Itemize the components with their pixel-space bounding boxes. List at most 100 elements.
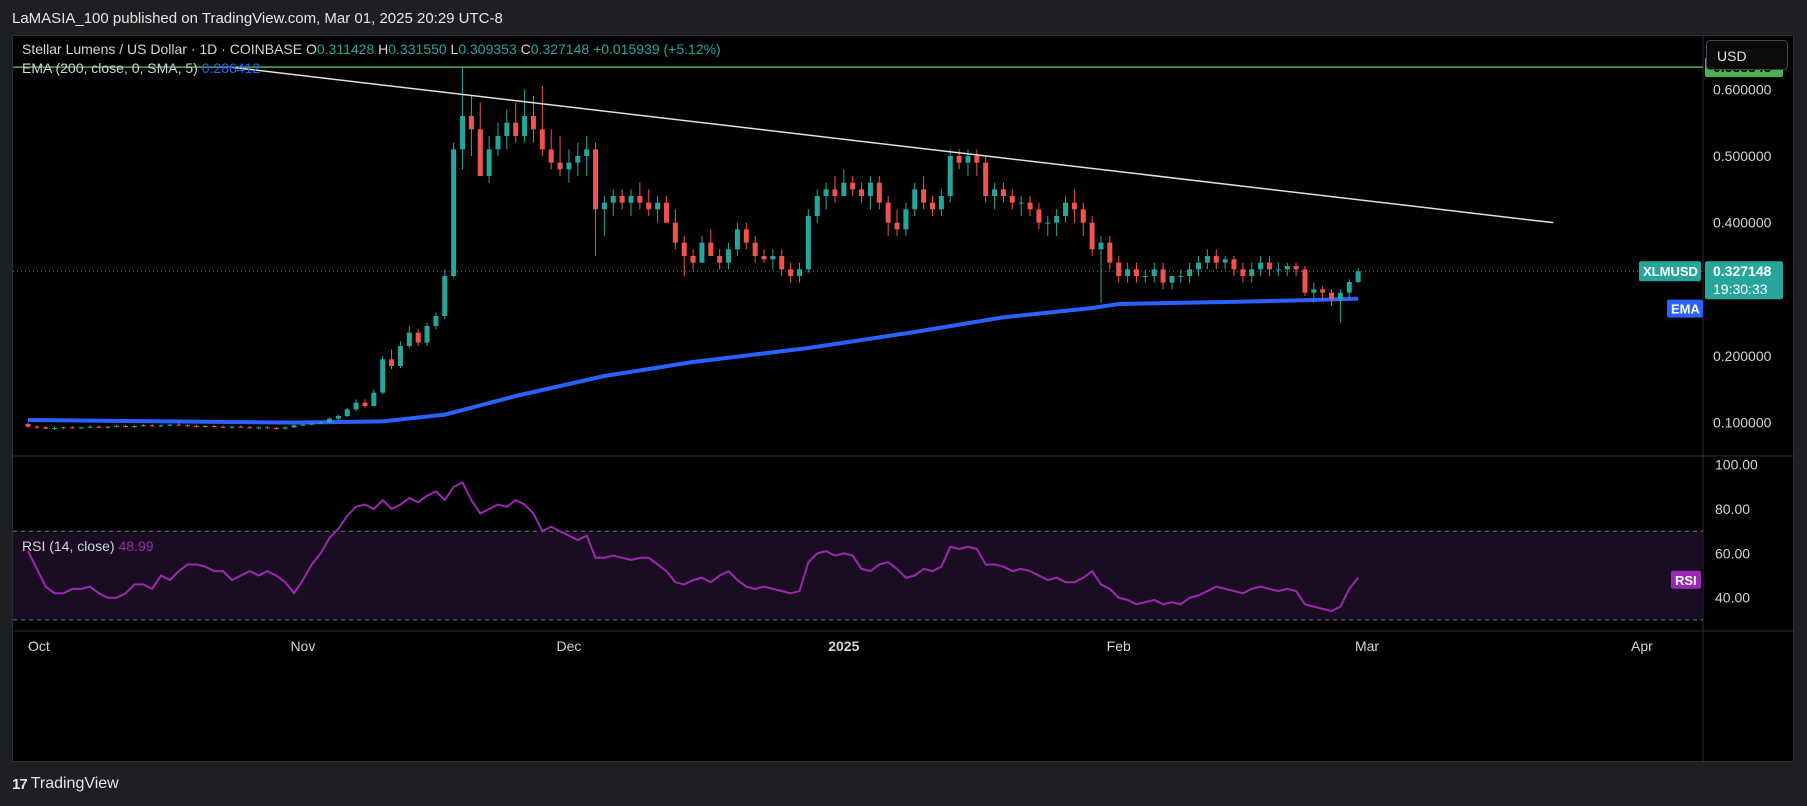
candle-body: [956, 156, 962, 163]
tradingview-logo-icon: 17: [12, 775, 28, 793]
candle-body: [566, 162, 572, 170]
low-label: L: [450, 41, 459, 57]
candle-body: [646, 202, 652, 210]
rsi-legend-label: RSI (14, close): [22, 538, 115, 554]
symbol-title[interactable]: Stellar Lumens / US Dollar · 1D · COINBA…: [22, 41, 303, 57]
price-tick-label: 0.600000: [1713, 81, 1772, 97]
candle-body: [424, 326, 430, 343]
candle-body: [43, 427, 49, 429]
candle-body: [1240, 269, 1246, 276]
rsi-tick-label: 40.00: [1715, 590, 1750, 606]
candle-body: [202, 426, 208, 427]
close-label: C: [520, 41, 531, 57]
candle-body: [318, 422, 324, 424]
candle-body: [69, 427, 75, 429]
candle-body: [894, 222, 900, 230]
candle-body: [1160, 269, 1166, 283]
candle-body: [140, 425, 146, 427]
candle-body: [362, 402, 368, 406]
candle-body: [1080, 209, 1086, 223]
candle-body: [114, 426, 120, 427]
high-label: H: [378, 41, 389, 57]
candle-body: [1000, 189, 1006, 196]
ema-legend[interactable]: EMA (200, close, 0, SMA, 5) 0.286412: [22, 60, 260, 76]
candle-body: [992, 189, 998, 196]
candle-body: [193, 426, 199, 427]
candle-body: [1258, 262, 1264, 270]
price-legend: Stellar Lumens / US Dollar · 1D · COINBA…: [22, 41, 721, 57]
publisher-caption: LaMASIA_100 published on TradingView.com…: [12, 10, 503, 27]
candle-body: [495, 136, 501, 150]
candle-body: [584, 149, 590, 156]
candle-body: [167, 424, 173, 426]
candle-body: [823, 189, 829, 196]
candle-body: [637, 196, 643, 203]
candle-body: [1107, 242, 1113, 263]
candle-body: [60, 427, 66, 429]
candle-body: [185, 425, 191, 427]
candle-body: [1196, 262, 1202, 270]
candle-body: [1355, 271, 1361, 282]
candle-body: [477, 129, 483, 176]
candle-body: [468, 116, 474, 130]
candle-body: [779, 256, 785, 270]
rsi-line: [27, 481, 1359, 613]
rsi-band-fill: [13, 531, 1703, 620]
candle-body: [1293, 266, 1299, 270]
chart-panel[interactable]: 0.600000 0.500000 0.400000 0.200000 0.100000…: [12, 35, 1795, 763]
candle-body: [548, 149, 554, 163]
rsi-tag: RSI: [1675, 573, 1697, 588]
candle-body: [788, 269, 794, 276]
candle-body: [397, 346, 403, 366]
time-tick-label: Apr: [1631, 638, 1653, 654]
candle-body: [1133, 269, 1139, 276]
time-tick-label: Mar: [1355, 638, 1379, 654]
candle-body: [327, 418, 332, 423]
candle-body: [947, 156, 953, 196]
candle-body: [522, 116, 528, 136]
rsi-tick-label: 60.00: [1715, 545, 1750, 561]
candle-body: [1116, 262, 1122, 276]
tradingview-logo[interactable]: 17 TradingView: [12, 775, 119, 793]
candle-body: [176, 424, 182, 426]
price-tick-label: 0.100000: [1713, 415, 1772, 431]
chart-canvas[interactable]: 0.600000 0.500000 0.400000 0.200000 0.100000…: [13, 36, 1795, 763]
candle-body: [663, 202, 669, 223]
candle-body: [1018, 202, 1024, 204]
candle-body: [335, 416, 341, 419]
candle-body: [433, 316, 439, 326]
ema-tag: EMA: [1671, 302, 1701, 317]
candle-body: [761, 256, 767, 260]
candle-body: [1009, 196, 1015, 203]
candle-body: [601, 202, 607, 210]
rsi-legend[interactable]: RSI (14, close) 48.99: [22, 538, 154, 554]
candle-body: [814, 196, 820, 216]
candle-body: [717, 256, 723, 263]
open-label: O: [305, 41, 317, 57]
currency-selector[interactable]: USD: [1706, 40, 1788, 70]
candle-body: [96, 426, 102, 428]
candle-body: [681, 242, 687, 256]
rsi-tag-bg: [1671, 570, 1701, 589]
candle-body: [123, 426, 129, 427]
candle-body: [1036, 209, 1042, 223]
candle-body: [371, 392, 377, 406]
candle-body: [52, 428, 58, 429]
time-tick-label: Nov: [290, 638, 315, 654]
candle-body: [930, 202, 935, 210]
candle-body: [1222, 259, 1228, 263]
candle-body: [575, 156, 581, 163]
descending-trendline: [231, 66, 1554, 224]
symbol-tag: XLMUSD: [1643, 264, 1698, 279]
candle-body: [211, 426, 217, 427]
candle-body: [291, 425, 297, 428]
candle-body: [380, 359, 386, 393]
candle-body: [504, 122, 510, 136]
candle-body: [805, 216, 811, 270]
candle-body: [451, 149, 457, 276]
high-value: 0.331550: [388, 41, 447, 57]
bar-countdown: 19:30:33: [1713, 281, 1768, 297]
candle-body: [34, 426, 40, 428]
low-value: 0.309353: [458, 41, 517, 57]
time-tick-label: Feb: [1107, 638, 1131, 654]
